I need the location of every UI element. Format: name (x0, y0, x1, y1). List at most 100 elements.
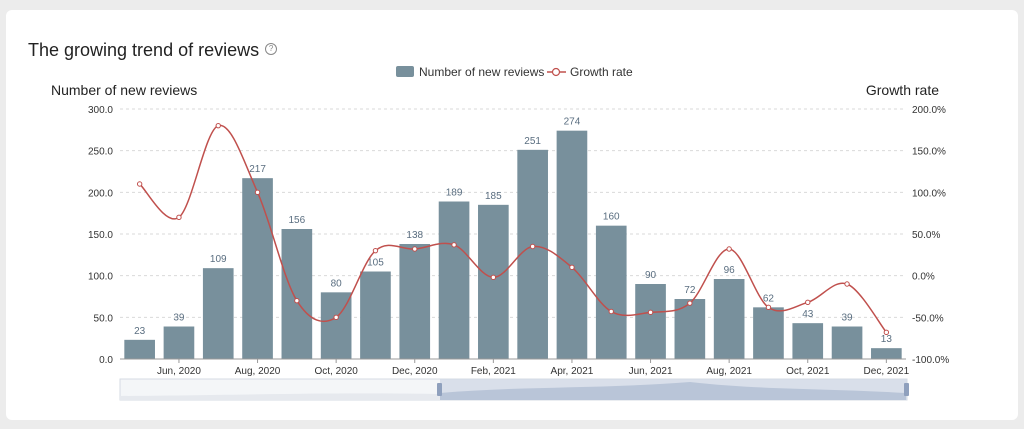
bar-value-label: 23 (134, 326, 146, 337)
bar (124, 339, 155, 359)
growth-point (608, 308, 614, 315)
bar (674, 299, 706, 359)
bar (163, 326, 195, 359)
bar (595, 225, 627, 359)
bar (517, 149, 548, 359)
question-circle-icon[interactable]: ? (265, 43, 278, 56)
x-tick-label: Oct, 2021 (786, 366, 830, 377)
bar (360, 271, 391, 359)
left-tick-label: 200.0 (88, 188, 113, 199)
x-tick-label: Jun, 2020 (157, 366, 201, 377)
growth-point (844, 281, 850, 287)
bar-value-label: 185 (485, 191, 502, 202)
bar (242, 178, 273, 359)
right-axis-label: Growth rate (866, 82, 939, 98)
bar (438, 201, 470, 359)
bar-value-label: 217 (249, 164, 266, 175)
grid-lines (120, 108, 906, 318)
growth-point (529, 243, 536, 250)
bar-value-label: 72 (684, 285, 696, 296)
bar-value-label: 105 (367, 258, 384, 269)
x-tick-label: Dec, 2021 (864, 366, 910, 377)
zoom-slider[interactable] (119, 378, 909, 401)
growth-point (294, 297, 300, 304)
growth-point (726, 246, 732, 252)
bar-labels: 23 39 109 217 156 80 105 138 189 185 251 274 160 90 72… (134, 117, 893, 345)
growth-point (372, 247, 379, 254)
bar (753, 307, 784, 359)
right-tick-label: -50.0% (912, 313, 944, 324)
bar-value-label: 274 (564, 117, 581, 128)
x-tick-label: Feb, 2021 (471, 366, 516, 377)
right-axis-ticks: -100.0% -50.0% 0.0% 50.0% 100.0% 150.0% 200.0% (912, 105, 949, 366)
bar (713, 279, 745, 359)
bar-value-label: 138 (406, 230, 423, 241)
growth-point (136, 181, 143, 187)
growth-point (883, 329, 890, 336)
x-tick-label: Jun, 2021 (629, 366, 673, 377)
bar-value-label: 189 (446, 188, 463, 199)
bar-value-label: 80 (331, 278, 343, 289)
left-tick-label: 100.0 (88, 272, 113, 283)
bar (635, 284, 666, 359)
growth-points (136, 122, 890, 336)
bar-value-label: 96 (724, 265, 736, 276)
bar-value-label: 39 (841, 313, 853, 324)
legend-bar-label[interactable]: Number of new reviews (419, 65, 544, 79)
left-axis-label: Number of new reviews (51, 82, 197, 98)
bar-value-label: 156 (289, 215, 306, 226)
bar-value-label: 13 (881, 334, 893, 345)
bar (281, 229, 313, 359)
bar (556, 130, 588, 359)
legend-bar-swatch[interactable] (396, 66, 414, 77)
left-tick-label: 250.0 (88, 147, 113, 158)
bar-value-label: 39 (173, 313, 185, 324)
legend-line-marker (551, 67, 561, 77)
bar (792, 323, 824, 359)
growth-point (451, 242, 457, 248)
chart-title: The growing trend of reviews? (28, 40, 278, 61)
left-axis-ticks: 0.0 50.0 100.0 150.0 200.0 250.0 300.0 (88, 105, 113, 366)
right-tick-label: 0.0% (912, 272, 935, 283)
x-tick-label: Dec, 2020 (392, 366, 438, 377)
bar (831, 326, 863, 359)
bar-value-label: 62 (763, 293, 775, 304)
x-tick-label: Aug, 2021 (706, 366, 752, 377)
bar (871, 348, 902, 359)
right-tick-label: 50.0% (912, 230, 940, 241)
x-tick-label: Aug, 2020 (235, 366, 281, 377)
growth-point (176, 214, 182, 221)
bar-value-label: 160 (603, 212, 620, 223)
zoom-handle-left[interactable] (437, 383, 442, 396)
bar (478, 204, 509, 359)
zoom-track-wave (120, 393, 440, 400)
growth-point (215, 122, 221, 129)
growth-point (490, 274, 497, 281)
bar (202, 268, 234, 359)
zoom-handle-right[interactable] (904, 383, 909, 396)
left-tick-label: 50.0 (94, 313, 114, 324)
left-tick-label: 150.0 (88, 230, 113, 241)
growth-point (687, 300, 693, 306)
growth-point (412, 246, 418, 252)
growth-point (647, 309, 654, 316)
bar-value-label: 43 (802, 309, 814, 320)
bar (399, 244, 431, 359)
legend-line-label[interactable]: Growth rate (570, 65, 633, 79)
left-tick-label: 300.0 (88, 105, 113, 116)
x-axis-ticks: Jun, 2020 Aug, 2020 Oct, 2020 Dec, 2020 Feb,… (157, 359, 910, 377)
right-tick-label: 150.0% (912, 147, 946, 158)
bar-value-label: 109 (210, 254, 227, 265)
right-tick-label: 200.0% (912, 105, 946, 116)
x-tick-label: Oct, 2020 (314, 366, 358, 377)
bars (124, 130, 902, 359)
growth-point (765, 304, 772, 311)
right-tick-label: -100.0% (912, 355, 949, 366)
zoom-selection-wave (440, 382, 906, 400)
growth-point (333, 314, 339, 321)
growth-point (254, 189, 261, 196)
legend: Number of new reviews Growth rate (396, 65, 633, 79)
left-tick-label: 0.0 (99, 355, 113, 366)
x-tick-label: Apr, 2021 (551, 366, 594, 377)
